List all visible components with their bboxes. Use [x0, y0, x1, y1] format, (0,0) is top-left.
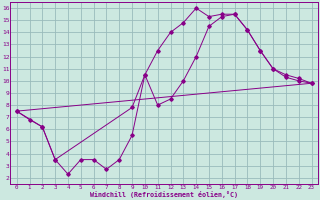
X-axis label: Windchill (Refroidissement éolien,°C): Windchill (Refroidissement éolien,°C)	[90, 191, 238, 198]
